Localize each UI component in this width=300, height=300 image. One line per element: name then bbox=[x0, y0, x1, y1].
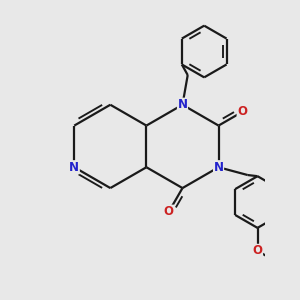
Text: O: O bbox=[253, 244, 262, 257]
Text: N: N bbox=[178, 98, 188, 111]
Text: O: O bbox=[164, 205, 174, 218]
Text: O: O bbox=[237, 105, 247, 119]
Text: N: N bbox=[214, 161, 224, 174]
Text: N: N bbox=[69, 161, 79, 174]
